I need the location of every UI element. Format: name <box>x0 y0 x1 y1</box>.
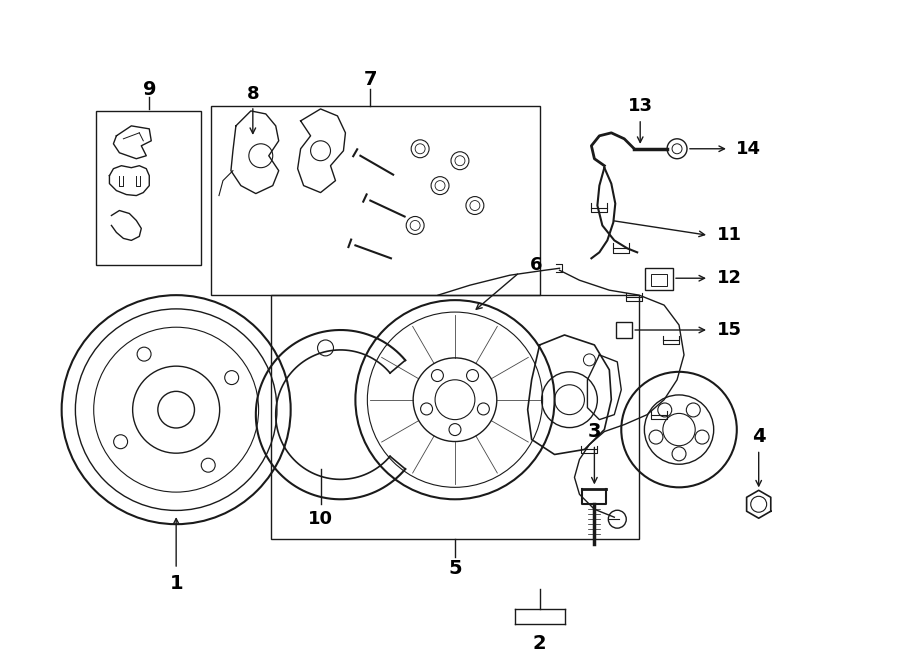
Text: 1: 1 <box>169 574 183 594</box>
Text: 3: 3 <box>588 422 601 441</box>
Bar <box>652 274 667 286</box>
Bar <box>645 268 673 290</box>
Text: 14: 14 <box>736 139 760 158</box>
Text: 10: 10 <box>308 510 333 528</box>
Text: 15: 15 <box>717 321 742 339</box>
Text: 6: 6 <box>530 256 542 274</box>
Text: 5: 5 <box>448 559 462 578</box>
Text: 2: 2 <box>533 634 546 653</box>
Text: 13: 13 <box>627 97 652 115</box>
Text: 12: 12 <box>717 269 742 288</box>
Text: 11: 11 <box>717 227 742 245</box>
Text: 7: 7 <box>364 69 377 89</box>
Bar <box>96 111 201 265</box>
Text: 9: 9 <box>142 79 156 98</box>
Bar <box>616 322 632 338</box>
Text: 4: 4 <box>752 427 766 446</box>
Text: 8: 8 <box>247 85 259 103</box>
Bar <box>271 295 639 539</box>
Bar <box>211 106 540 295</box>
